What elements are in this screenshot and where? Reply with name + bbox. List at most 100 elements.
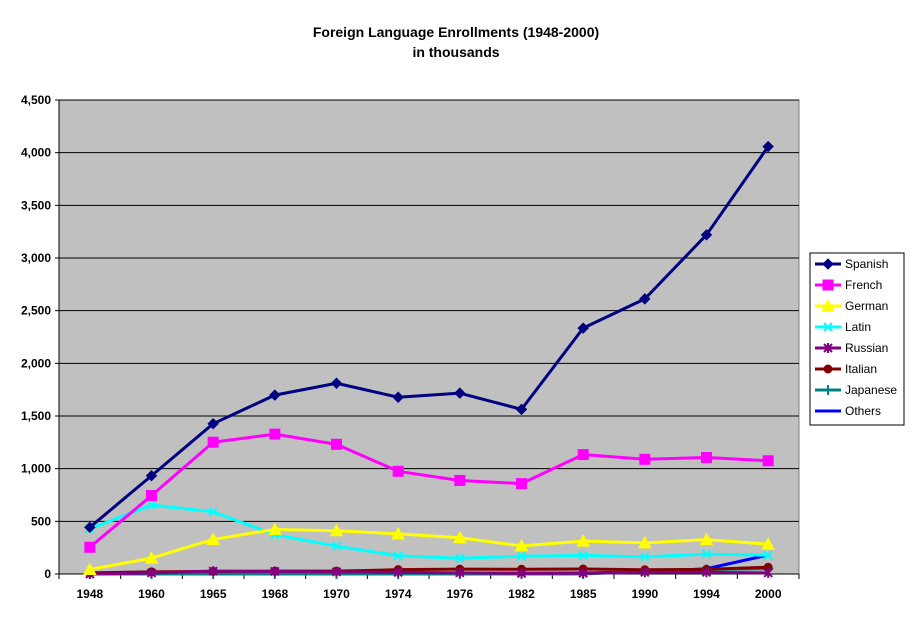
data-point-russian bbox=[763, 567, 773, 578]
y-tick-label: 1,500 bbox=[21, 409, 51, 423]
data-point-latin bbox=[516, 551, 527, 561]
data-point-spanish bbox=[639, 293, 651, 305]
data-point-german bbox=[206, 532, 221, 545]
x-tick-label: 1960 bbox=[138, 587, 165, 601]
data-point-spanish bbox=[454, 387, 466, 399]
x-tick-label: 1970 bbox=[323, 587, 350, 601]
legend-label-spanish: Spanish bbox=[845, 257, 888, 271]
series-line-french bbox=[88, 432, 769, 549]
legend-item-russian: Russian bbox=[815, 341, 888, 355]
data-point-german bbox=[637, 535, 652, 549]
legend-marker-latin bbox=[823, 322, 833, 332]
data-point-russian bbox=[455, 567, 465, 578]
data-point-latin bbox=[393, 551, 403, 561]
chart-title: Foreign Language Enrollments (1948-2000) bbox=[313, 24, 599, 40]
data-point-latin bbox=[701, 549, 712, 559]
data-point-french bbox=[84, 541, 96, 553]
x-tick-label: 2000 bbox=[755, 587, 782, 601]
data-point-latin bbox=[578, 550, 588, 561]
data-point-latin bbox=[455, 553, 465, 563]
data-point-spanish bbox=[145, 470, 158, 482]
y-tick-label: 3,000 bbox=[21, 251, 51, 265]
series-line-russian bbox=[89, 569, 769, 576]
legend-label-italian: Italian bbox=[845, 362, 877, 376]
series-german bbox=[82, 522, 776, 575]
legend-item-latin: Latin bbox=[815, 320, 871, 334]
data-point-french bbox=[146, 490, 157, 502]
x-tick-label: 1985 bbox=[570, 587, 597, 601]
legend-marker-french bbox=[822, 279, 834, 291]
legend-item-others: Others bbox=[815, 404, 881, 418]
x-tick-label: 1994 bbox=[693, 587, 720, 601]
y-tick-label: 500 bbox=[31, 514, 51, 528]
x-tick-label: 1948 bbox=[76, 587, 103, 601]
x-tick-label: 1976 bbox=[446, 587, 473, 601]
data-point-russian bbox=[270, 566, 280, 577]
x-tick-label: 1982 bbox=[508, 587, 535, 601]
legend-item-german: German bbox=[815, 298, 888, 313]
data-point-latin bbox=[331, 541, 342, 551]
x-tick-label: 1990 bbox=[631, 587, 658, 601]
series-layer bbox=[82, 140, 776, 579]
data-point-spanish bbox=[330, 377, 343, 389]
data-point-french bbox=[516, 478, 527, 490]
legend-marker-german bbox=[821, 298, 835, 312]
y-tick-label: 4,000 bbox=[21, 146, 51, 160]
x-tick-label: 1968 bbox=[261, 587, 288, 601]
data-point-french bbox=[577, 449, 589, 461]
series-spanish bbox=[84, 140, 774, 534]
series-russian bbox=[85, 566, 773, 579]
data-point-russian bbox=[393, 567, 403, 578]
data-point-german bbox=[452, 530, 467, 544]
legend-label-french: French bbox=[845, 278, 882, 292]
y-tick-label: 0 bbox=[44, 567, 51, 581]
y-tick-label: 2,000 bbox=[21, 356, 51, 370]
data-point-german bbox=[82, 562, 97, 575]
legend-item-spanish: Spanish bbox=[815, 257, 888, 271]
legend-marker-japanese bbox=[823, 385, 833, 395]
data-point-russian bbox=[208, 566, 218, 577]
chart-subtitle: in thousands bbox=[412, 44, 499, 60]
data-point-spanish bbox=[700, 229, 713, 241]
legend-label-german: German bbox=[845, 299, 888, 313]
legend-marker-spanish bbox=[822, 258, 834, 270]
data-point-spanish bbox=[84, 521, 96, 534]
data-point-french bbox=[392, 465, 404, 477]
data-point-german bbox=[329, 523, 344, 537]
data-point-latin bbox=[146, 500, 157, 510]
legend-label-japanese: Japanese bbox=[845, 383, 897, 397]
data-point-french bbox=[207, 436, 219, 448]
data-point-german bbox=[761, 537, 776, 550]
y-tick-label: 1,000 bbox=[21, 462, 51, 476]
data-point-german bbox=[391, 526, 406, 540]
series-line-german bbox=[89, 527, 769, 571]
y-tick-label: 4,500 bbox=[21, 93, 51, 107]
data-point-german bbox=[267, 522, 282, 535]
data-point-spanish bbox=[515, 403, 528, 416]
series-french bbox=[84, 428, 774, 553]
data-point-russian bbox=[701, 567, 712, 578]
data-point-french bbox=[762, 455, 774, 467]
data-point-latin bbox=[208, 507, 218, 517]
axes: 0 500 1,000 1,500 2,000 2,500 3,000 3,500 4,000 4… bbox=[21, 93, 800, 601]
x-tick-label: 1974 bbox=[385, 587, 412, 601]
data-point-latin bbox=[640, 552, 650, 562]
data-point-french bbox=[269, 428, 281, 440]
data-point-german bbox=[699, 532, 714, 546]
legend-label-russian: Russian bbox=[845, 341, 888, 355]
legend-item-french: French bbox=[815, 278, 882, 292]
series-line-latin bbox=[89, 503, 769, 560]
data-point-german bbox=[144, 551, 159, 564]
data-point-russian bbox=[146, 567, 157, 578]
data-point-spanish bbox=[269, 389, 281, 401]
data-point-french bbox=[701, 452, 712, 464]
data-point-russian bbox=[331, 566, 342, 577]
plot-area bbox=[58, 99, 800, 575]
legend-item-japanese: Japanese bbox=[815, 383, 897, 397]
data-point-russian bbox=[516, 568, 527, 579]
legend-marker-russian bbox=[823, 343, 833, 353]
x-tick-label: 1965 bbox=[200, 587, 227, 601]
data-point-spanish bbox=[207, 417, 219, 430]
data-point-french bbox=[454, 474, 466, 486]
